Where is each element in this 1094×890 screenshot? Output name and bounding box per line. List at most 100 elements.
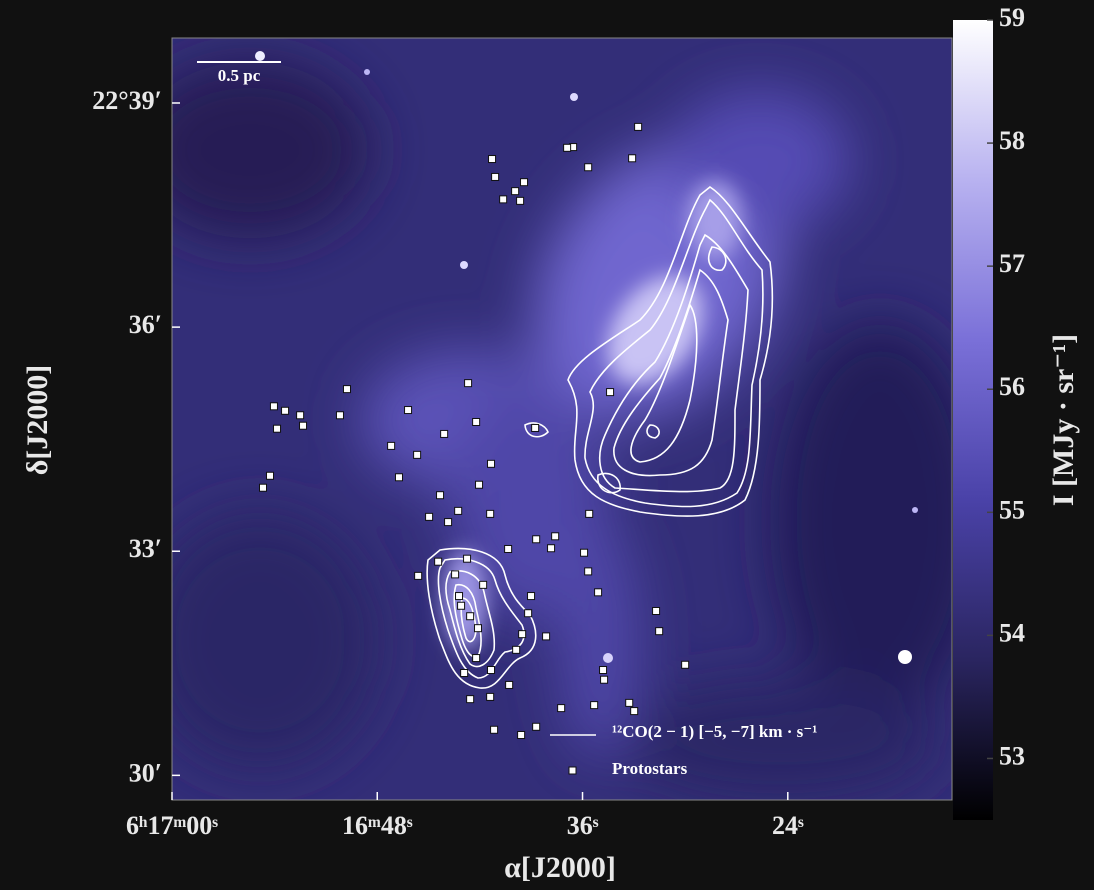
protostar <box>282 407 289 414</box>
protostar <box>601 676 608 683</box>
protostar <box>585 568 592 575</box>
protostar <box>548 545 555 552</box>
protostar <box>505 545 512 552</box>
protostar <box>607 389 614 396</box>
colorbar-tick-label: 54 <box>999 618 1025 647</box>
protostar <box>461 670 468 677</box>
protostar <box>492 173 499 180</box>
protostar <box>488 667 495 674</box>
x-axis-label: α[J2000] <box>504 851 616 884</box>
y-axis-label: δ[J2000] <box>21 365 54 476</box>
protostar <box>631 708 638 715</box>
legend-label: ¹²CO(2 − 1) [−5, −7] km · s⁻¹ <box>612 722 817 741</box>
protostar <box>558 705 565 712</box>
protostar <box>343 386 350 393</box>
protostar <box>435 558 442 565</box>
protostar <box>500 196 507 203</box>
protostar <box>506 681 513 688</box>
protostar <box>591 702 598 709</box>
protostar <box>270 403 277 410</box>
protostar <box>517 197 524 204</box>
protostar <box>300 422 307 429</box>
protostar <box>532 424 539 431</box>
y-tick-label: 22°39′ <box>92 86 162 115</box>
protostar <box>480 581 487 588</box>
protostar <box>595 589 602 596</box>
protostar <box>533 723 540 730</box>
protostar <box>525 610 532 617</box>
protostar <box>464 555 471 562</box>
colorbar-tick-label: 59 <box>999 3 1025 32</box>
colorbar-tick-label: 55 <box>999 495 1025 524</box>
protostar <box>267 472 274 479</box>
legend-label: Protostars <box>612 759 688 778</box>
protostar <box>581 549 588 556</box>
figure: 0.5 pc ¹²CO(2 − 1) [−5, −7] km · s⁻¹ α[J… <box>0 0 1094 890</box>
y-tick-label: 36′ <box>129 310 162 339</box>
protostar <box>465 380 472 387</box>
y-tick-label: 30′ <box>129 758 162 787</box>
x-tick-label: 24ˢ <box>772 811 804 840</box>
x-tick-label: 6ʰ17ᵐ00ˢ <box>126 811 218 840</box>
protostar <box>564 144 571 151</box>
protostar <box>455 507 462 514</box>
protostar <box>543 633 550 640</box>
protostar <box>388 442 395 449</box>
protostar <box>274 425 281 432</box>
protostar <box>528 593 535 600</box>
protostar <box>512 188 519 195</box>
protostar <box>445 519 452 526</box>
colorbar-label: I [MJy · sr⁻¹] <box>1047 334 1080 506</box>
protostar <box>452 571 459 578</box>
protostar <box>297 412 304 419</box>
protostar <box>395 474 402 481</box>
protostar <box>426 513 433 520</box>
protostar <box>260 484 267 491</box>
protostar <box>475 625 482 632</box>
protostar <box>586 510 593 517</box>
protostar <box>513 646 520 653</box>
x-tick-label: 16ᵐ48ˢ <box>342 811 413 840</box>
protostar <box>487 693 494 700</box>
colorbar-tick-label: 57 <box>999 249 1025 278</box>
y-tick-label: 33′ <box>129 534 162 563</box>
protostar <box>467 696 474 703</box>
protostar <box>629 155 636 162</box>
protostar <box>600 667 607 674</box>
legend-marker <box>569 767 576 774</box>
colorbar-tick-label: 53 <box>999 741 1025 770</box>
protostar <box>487 510 494 517</box>
protostar <box>552 533 559 540</box>
protostar <box>491 726 498 733</box>
scale-bar-label: 0.5 pc <box>218 66 261 85</box>
protostar <box>414 451 421 458</box>
protostar <box>437 492 444 499</box>
protostar <box>488 460 495 467</box>
protostar <box>415 572 422 579</box>
protostar <box>656 628 663 635</box>
protostar <box>635 123 642 130</box>
protostar <box>473 655 480 662</box>
protostar <box>653 607 660 614</box>
protostar <box>533 536 540 543</box>
colorbar-tick-label: 58 <box>999 126 1025 155</box>
x-tick-label: 36ˢ <box>567 811 599 840</box>
page: {"chart_data": { "type": "scatter", "xla… <box>0 0 1094 890</box>
protostar <box>405 407 412 414</box>
protostar <box>441 430 448 437</box>
protostar <box>626 699 633 706</box>
protostar <box>467 613 474 620</box>
protostar <box>458 602 465 609</box>
protostar <box>336 412 343 419</box>
protostar <box>585 164 592 171</box>
colorbar <box>953 20 993 820</box>
protostar <box>476 481 483 488</box>
sky-image <box>130 38 990 800</box>
protostar <box>456 593 463 600</box>
protostar <box>518 732 525 739</box>
protostar <box>473 418 480 425</box>
protostar <box>519 631 526 638</box>
protostar <box>682 661 689 668</box>
colorbar-tick-label: 56 <box>999 372 1025 401</box>
protostar <box>489 156 496 163</box>
